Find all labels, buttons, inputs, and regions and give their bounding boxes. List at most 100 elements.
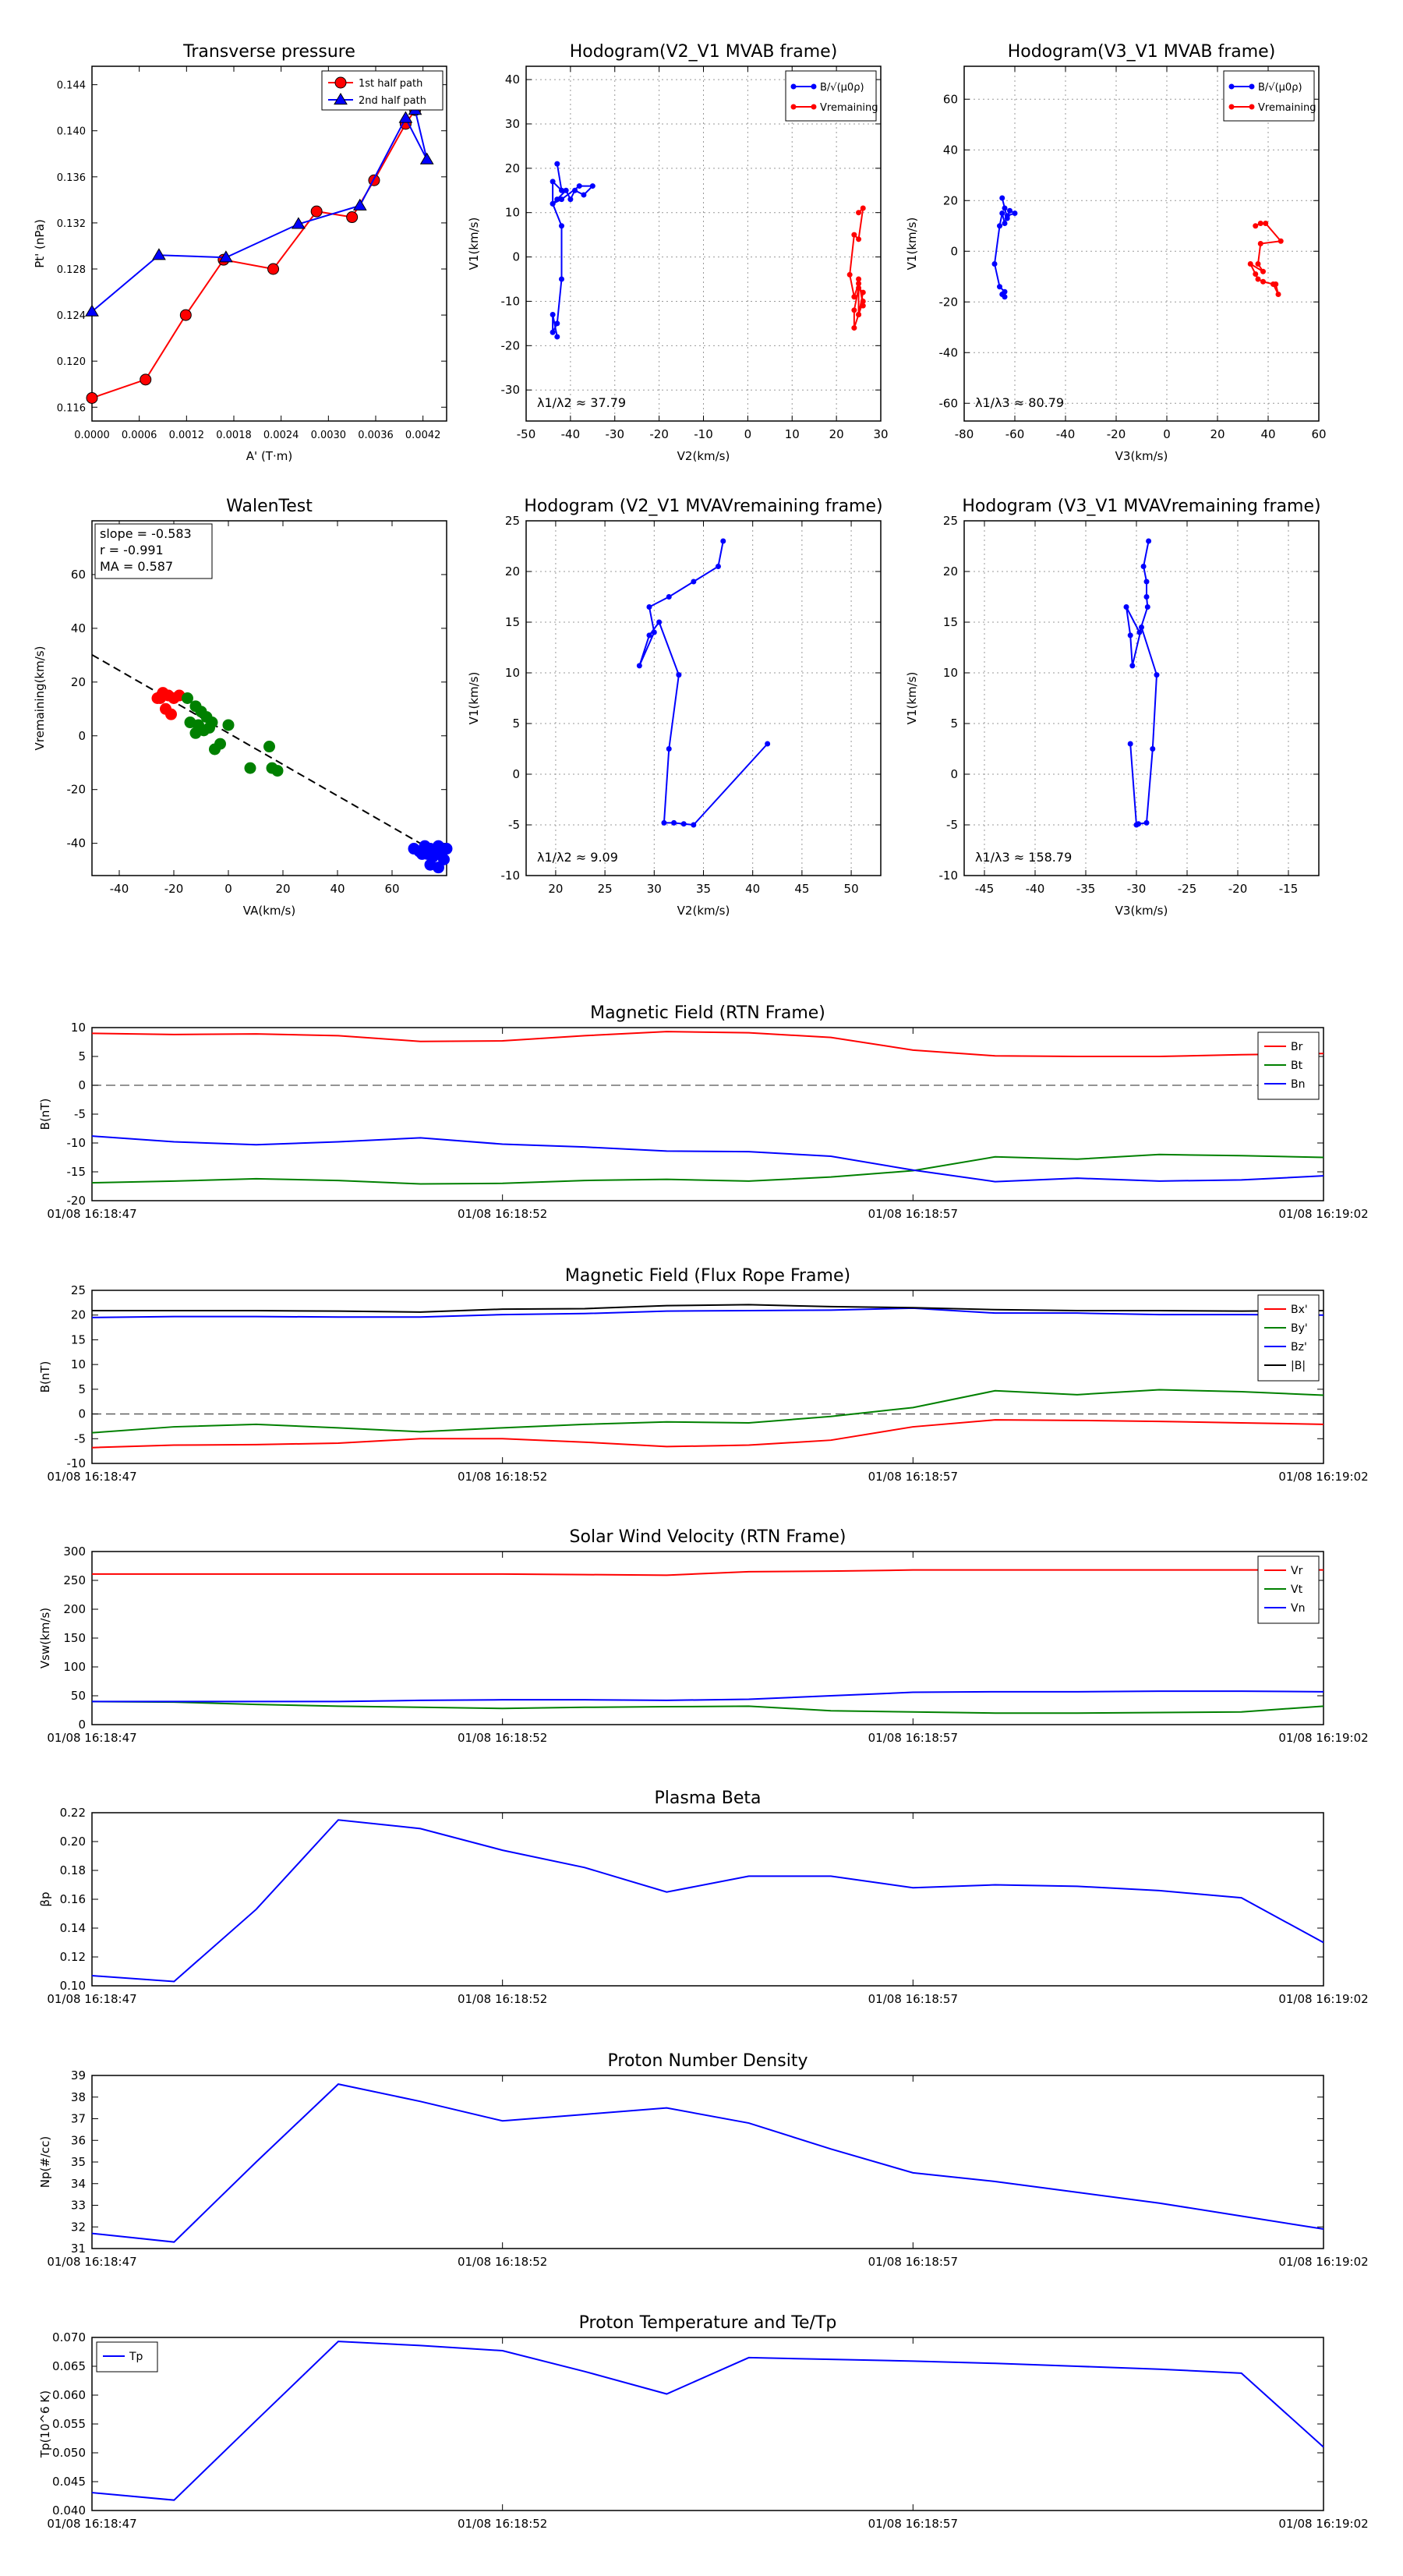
legend-marker	[334, 76, 347, 89]
x-tick-label: -15	[1279, 882, 1299, 896]
y-tick-label: 15	[943, 615, 958, 629]
data-point	[263, 741, 275, 753]
x-tick-label: 60	[384, 882, 399, 896]
chart-title: Proton Temperature and Te/Tp	[579, 2313, 837, 2333]
y-axis-label: B(nT)	[38, 1099, 52, 1131]
chart-mag_fr: -10 -5 0 5 10 15 20 25 01/08 16:18:47 01/08 16:18…	[38, 1266, 1369, 1484]
data-point	[860, 303, 866, 309]
data-point	[1273, 281, 1279, 287]
series-line-1	[91, 109, 428, 313]
x-axis-label: V3(km/s)	[1115, 449, 1168, 463]
x-tick-label: -20	[164, 882, 184, 896]
x-tick-label: 0	[1163, 427, 1171, 441]
data-point	[691, 579, 697, 585]
legend-marker	[1249, 104, 1255, 110]
series-line-Vn	[92, 1690, 1324, 1703]
y-tick-label: 0	[78, 1407, 86, 1421]
data-point	[1127, 741, 1133, 747]
data-point	[666, 594, 672, 600]
y-tick-label: -15	[67, 1165, 87, 1179]
y-tick-label: -20	[67, 1194, 87, 1208]
legend-marker	[1228, 104, 1235, 110]
y-tick-label: 200	[63, 1602, 86, 1616]
plot-frame	[963, 520, 1320, 876]
y-axis-label: Vremaining(km/s)	[33, 646, 47, 751]
x-tick-label: 01/08 16:18:47	[47, 1470, 136, 1484]
data-point	[589, 183, 595, 189]
eigenvalue-ratio: λ1/λ2 ≈ 37.79	[537, 395, 626, 410]
x-tick-label: 0	[224, 882, 232, 896]
data-point	[691, 822, 697, 828]
y-tick-label: -5	[946, 818, 958, 832]
data-point	[856, 210, 862, 216]
y-tick-label: 0	[512, 767, 520, 781]
x-tick-label: 01/08 16:18:47	[47, 1992, 136, 2006]
x-tick-label: 01/08 16:18:57	[868, 2255, 958, 2269]
chart-title: Hodogram (V2_V1 MVAVremaining frame)	[524, 497, 882, 516]
data-point	[646, 604, 652, 610]
chart-title: Transverse pressure	[182, 42, 355, 62]
x-tick-label: 40	[330, 882, 345, 896]
y-tick-label: 0.055	[52, 2417, 86, 2431]
legend-marker	[1228, 83, 1235, 90]
data-point	[398, 111, 413, 123]
data-point	[419, 152, 434, 165]
x-tick-label: 0.0036	[358, 430, 394, 441]
x-tick-label: 0.0030	[311, 430, 347, 441]
chart-title: Magnetic Field (Flux Rope Frame)	[565, 1266, 850, 1286]
data-point	[1154, 672, 1160, 678]
data-point	[1255, 261, 1261, 267]
data-point	[656, 619, 663, 625]
y-tick-label: 50	[71, 1689, 86, 1703]
plot-frame	[91, 1551, 1324, 1725]
data-point	[581, 192, 587, 198]
x-tick-label: 0.0000	[74, 430, 110, 441]
stats-line: r = -0.991	[100, 543, 164, 557]
data-point	[85, 304, 99, 317]
x-tick-label: -40	[561, 427, 581, 441]
y-tick-label: 15	[505, 615, 520, 629]
data-point	[1007, 207, 1012, 214]
y-tick-label: -10	[67, 1456, 87, 1470]
chart-vel: 0 50 100 150 200 250 300 01/08 16:18:47 01/08 16…	[38, 1527, 1369, 1745]
y-tick-label: 0	[950, 767, 958, 781]
x-tick-label: -30	[1127, 882, 1147, 896]
data-point	[244, 762, 256, 774]
y-tick-label: 0.10	[60, 1979, 86, 1993]
x-tick-label: 60	[1311, 427, 1326, 441]
data-point	[671, 819, 677, 826]
data-point	[1263, 221, 1269, 226]
series-line-Bt	[91, 1153, 1324, 1185]
x-tick-label: 25	[598, 882, 613, 896]
data-point	[997, 284, 1002, 290]
y-tick-label: 25	[505, 514, 520, 528]
x-tick-label: -20	[1228, 882, 1248, 896]
data-point	[1144, 604, 1150, 610]
series-line-beta	[91, 1819, 1324, 1983]
y-tick-label: 10	[505, 666, 520, 680]
data-point	[851, 232, 857, 238]
x-tick-label: 0.0024	[263, 430, 299, 441]
data-point	[1140, 564, 1147, 569]
legend-label: Br	[1291, 1041, 1303, 1053]
y-tick-label: 5	[512, 717, 520, 731]
y-axis-label: βp	[38, 1891, 52, 1906]
data-point	[851, 307, 857, 313]
eigenvalue-ratio: λ1/λ2 ≈ 9.09	[537, 850, 618, 865]
x-tick-label: -80	[955, 427, 974, 441]
x-tick-label: 01/08 16:18:57	[868, 1470, 958, 1484]
x-tick-label: 01/08 16:18:57	[868, 1731, 958, 1745]
series-line-By'	[91, 1389, 1324, 1434]
data-point	[203, 721, 215, 734]
data-point	[1143, 594, 1150, 600]
legend-label: |B|	[1291, 1360, 1306, 1372]
data-point	[1146, 538, 1152, 544]
y-tick-label: 10	[71, 1021, 86, 1035]
data-point	[999, 195, 1005, 201]
y-tick-label: 0	[78, 1718, 86, 1732]
y-tick-label: 5	[78, 1049, 86, 1063]
legend	[1223, 70, 1315, 122]
series-line-Bz'	[91, 1307, 1324, 1318]
x-tick-label: -40	[1056, 427, 1076, 441]
chart-transverse: 0.0000 0.0006 0.0012 0.0018 0.0024 0.0030 0.00…	[33, 42, 447, 463]
